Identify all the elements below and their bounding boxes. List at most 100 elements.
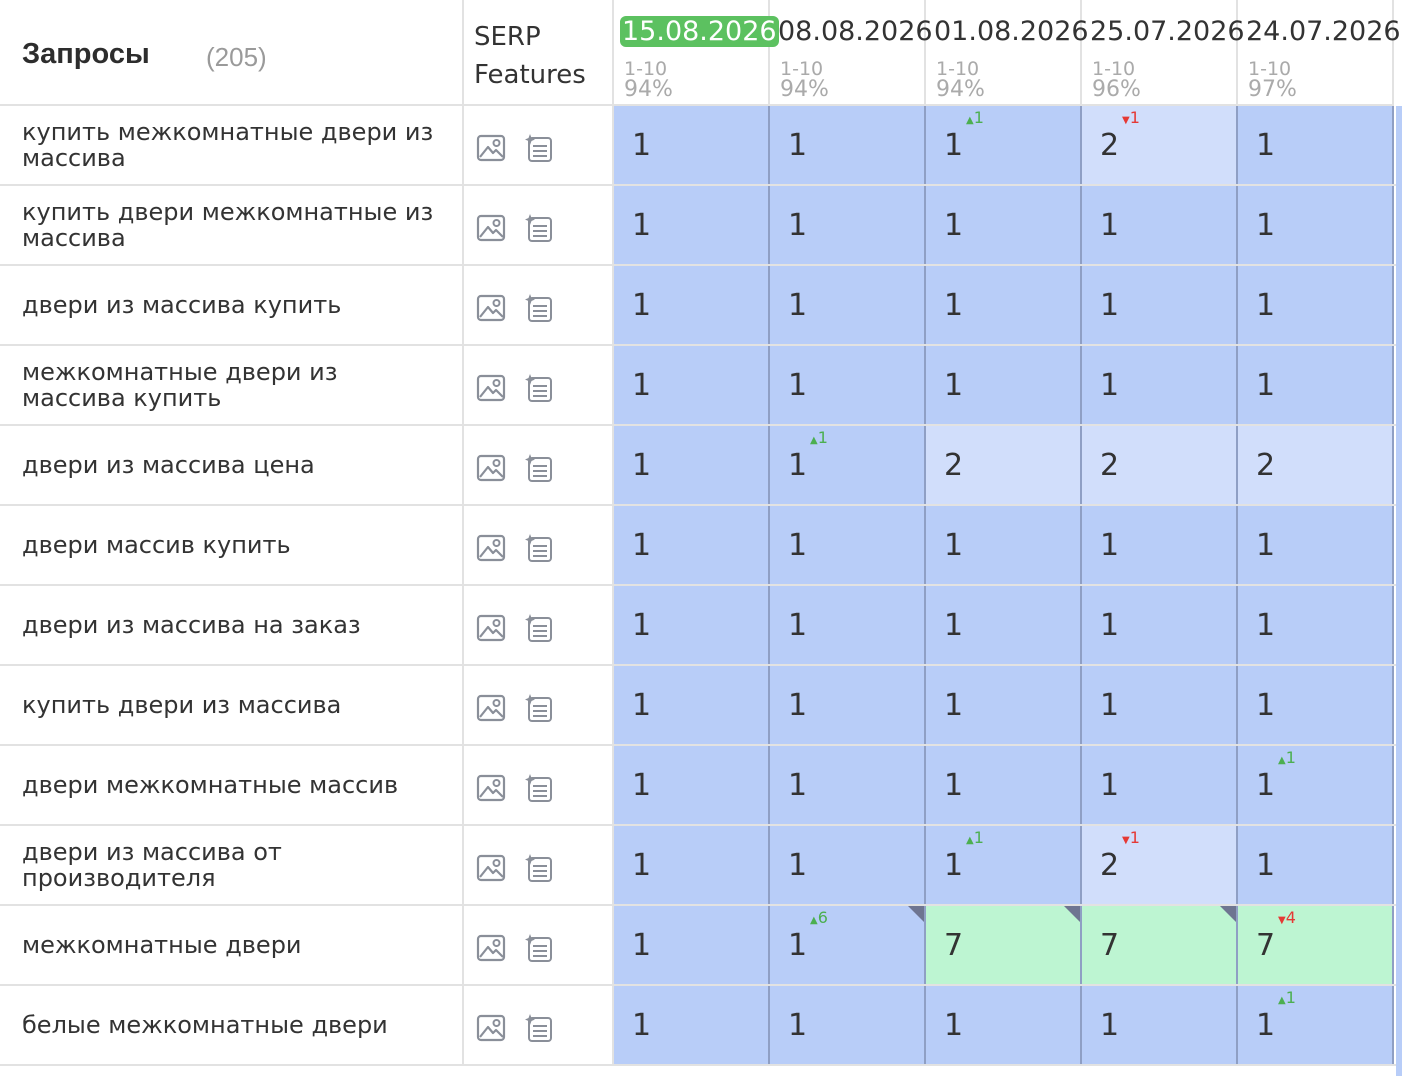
position-cell[interactable]: 1 ▲1 — [770, 426, 926, 504]
position-cell[interactable]: 1 ▲1 — [926, 826, 1082, 904]
position-cell[interactable]: 1 — [1238, 266, 1394, 344]
position-cell[interactable]: 1 — [770, 506, 926, 584]
note-marker-icon[interactable] — [908, 906, 924, 922]
serp-features-icon[interactable] — [524, 293, 554, 327]
serp-features-icon[interactable] — [524, 773, 554, 807]
image-icon[interactable] — [476, 773, 506, 807]
position-cell[interactable]: 1 — [614, 266, 770, 344]
query-cell[interactable]: белые межкомнатные двери — [0, 986, 464, 1064]
date-column-header[interactable]: 25.07.2026 1-10 96% — [1082, 0, 1245, 106]
date-column-header[interactable]: 08.08.2026 1-10 94% — [770, 0, 933, 106]
query-cell[interactable]: двери межкомнатные массив — [0, 746, 464, 824]
query-cell[interactable]: двери из массива цена — [0, 426, 464, 504]
image-icon[interactable] — [476, 613, 506, 647]
position-cell[interactable]: 7 — [926, 906, 1082, 984]
position-cell[interactable]: 7 ▼4 — [1238, 906, 1394, 984]
position-cell[interactable]: 1 — [926, 746, 1082, 824]
position-cell[interactable]: 1 — [1238, 346, 1394, 424]
position-cell[interactable]: 1 — [770, 666, 926, 744]
position-cell[interactable]: 1 — [926, 986, 1082, 1064]
serp-features-icon[interactable] — [524, 453, 554, 487]
image-icon[interactable] — [476, 453, 506, 487]
query-cell[interactable]: двери из массива купить — [0, 266, 464, 344]
position-cell[interactable]: 1 — [614, 826, 770, 904]
position-cell[interactable]: 1 — [770, 586, 926, 664]
serp-features-icon[interactable] — [524, 533, 554, 567]
image-icon[interactable] — [476, 693, 506, 727]
serp-features-icon[interactable] — [524, 853, 554, 887]
position-cell[interactable]: 1 — [926, 506, 1082, 584]
position-cell[interactable]: 1 — [770, 826, 926, 904]
position-cell[interactable]: 1 — [1238, 106, 1394, 184]
serp-features-icon[interactable] — [524, 1013, 554, 1047]
query-cell[interactable]: купить двери межкомнатные из массива — [0, 186, 464, 264]
position-cell[interactable]: 1 — [1238, 186, 1394, 264]
position-cell[interactable]: 1 — [614, 186, 770, 264]
position-cell[interactable]: 1 — [1082, 186, 1238, 264]
position-cell[interactable]: 7 — [1082, 906, 1238, 984]
serp-features-icon[interactable] — [524, 613, 554, 647]
position-cell[interactable]: 1 — [770, 746, 926, 824]
position-cell[interactable]: 1 — [926, 186, 1082, 264]
position-cell[interactable]: 1 — [1082, 986, 1238, 1064]
position-cell[interactable]: 1 — [1238, 506, 1394, 584]
image-icon[interactable] — [476, 533, 506, 567]
position-cell[interactable]: 1 — [926, 266, 1082, 344]
position-cell[interactable]: 1 — [1238, 586, 1394, 664]
position-cell[interactable]: 2 — [926, 426, 1082, 504]
query-cell[interactable]: купить межкомнатные двери из массива — [0, 106, 464, 184]
position-cell[interactable]: 1 ▲1 — [1238, 986, 1394, 1064]
position-cell[interactable]: 1 — [770, 346, 926, 424]
date-column-header[interactable]: 24.07.2026 1-10 97% — [1238, 0, 1401, 106]
position-cell[interactable]: 1 — [614, 106, 770, 184]
queries-header[interactable]: Запросы (205) — [0, 0, 464, 106]
position-cell[interactable]: 1 — [926, 666, 1082, 744]
date-column-header[interactable]: 15.08.2026 1-10 94% — [614, 0, 779, 106]
position-cell[interactable]: 1 — [770, 106, 926, 184]
position-cell[interactable]: 1 — [1238, 826, 1394, 904]
position-cell[interactable]: 1 ▲1 — [926, 106, 1082, 184]
position-cell[interactable]: 2 ▼1 — [1082, 826, 1238, 904]
image-icon[interactable] — [476, 293, 506, 327]
query-cell[interactable]: двери из массива на заказ — [0, 586, 464, 664]
position-cell[interactable]: 1 — [1082, 666, 1238, 744]
note-marker-icon[interactable] — [1220, 906, 1236, 922]
position-cell[interactable]: 2 — [1238, 426, 1394, 504]
image-icon[interactable] — [476, 133, 506, 167]
position-cell[interactable]: 1 — [1082, 746, 1238, 824]
position-cell[interactable]: 1 ▲1 — [1238, 746, 1394, 824]
position-cell[interactable]: 1 — [770, 986, 926, 1064]
image-icon[interactable] — [476, 1013, 506, 1047]
serp-features-icon[interactable] — [524, 693, 554, 727]
query-cell[interactable]: двери массив купить — [0, 506, 464, 584]
position-cell[interactable]: 2 ▼1 — [1082, 106, 1238, 184]
image-icon[interactable] — [476, 213, 506, 247]
position-cell[interactable]: 1 — [770, 186, 926, 264]
position-cell[interactable]: 2 — [1082, 426, 1238, 504]
note-marker-icon[interactable] — [1064, 906, 1080, 922]
position-cell[interactable]: 1 — [926, 586, 1082, 664]
serp-features-icon[interactable] — [524, 133, 554, 167]
position-cell[interactable]: 1 — [614, 746, 770, 824]
query-cell[interactable]: двери из массива от производителя — [0, 826, 464, 904]
position-cell[interactable]: 1 — [614, 906, 770, 984]
position-cell[interactable]: 1 — [1082, 506, 1238, 584]
position-cell[interactable]: 1 — [614, 346, 770, 424]
position-cell[interactable]: 1 — [614, 586, 770, 664]
position-cell[interactable]: 1 — [614, 666, 770, 744]
serp-features-icon[interactable] — [524, 933, 554, 967]
position-cell[interactable]: 1 — [1082, 266, 1238, 344]
serp-features-icon[interactable] — [524, 373, 554, 407]
query-cell[interactable]: купить двери из массива — [0, 666, 464, 744]
date-column-header[interactable]: 01.08.2026 1-10 94% — [926, 0, 1089, 106]
image-icon[interactable] — [476, 933, 506, 967]
query-cell[interactable]: межкомнатные двери из массива купить — [0, 346, 464, 424]
position-cell[interactable]: 1 — [614, 506, 770, 584]
position-cell[interactable]: 1 ▲6 — [770, 906, 926, 984]
position-cell[interactable]: 1 — [1238, 666, 1394, 744]
position-cell[interactable]: 1 — [770, 266, 926, 344]
position-cell[interactable]: 1 — [1082, 586, 1238, 664]
position-cell[interactable]: 1 — [614, 426, 770, 504]
position-cell[interactable]: 1 — [614, 986, 770, 1064]
serp-features-icon[interactable] — [524, 213, 554, 247]
